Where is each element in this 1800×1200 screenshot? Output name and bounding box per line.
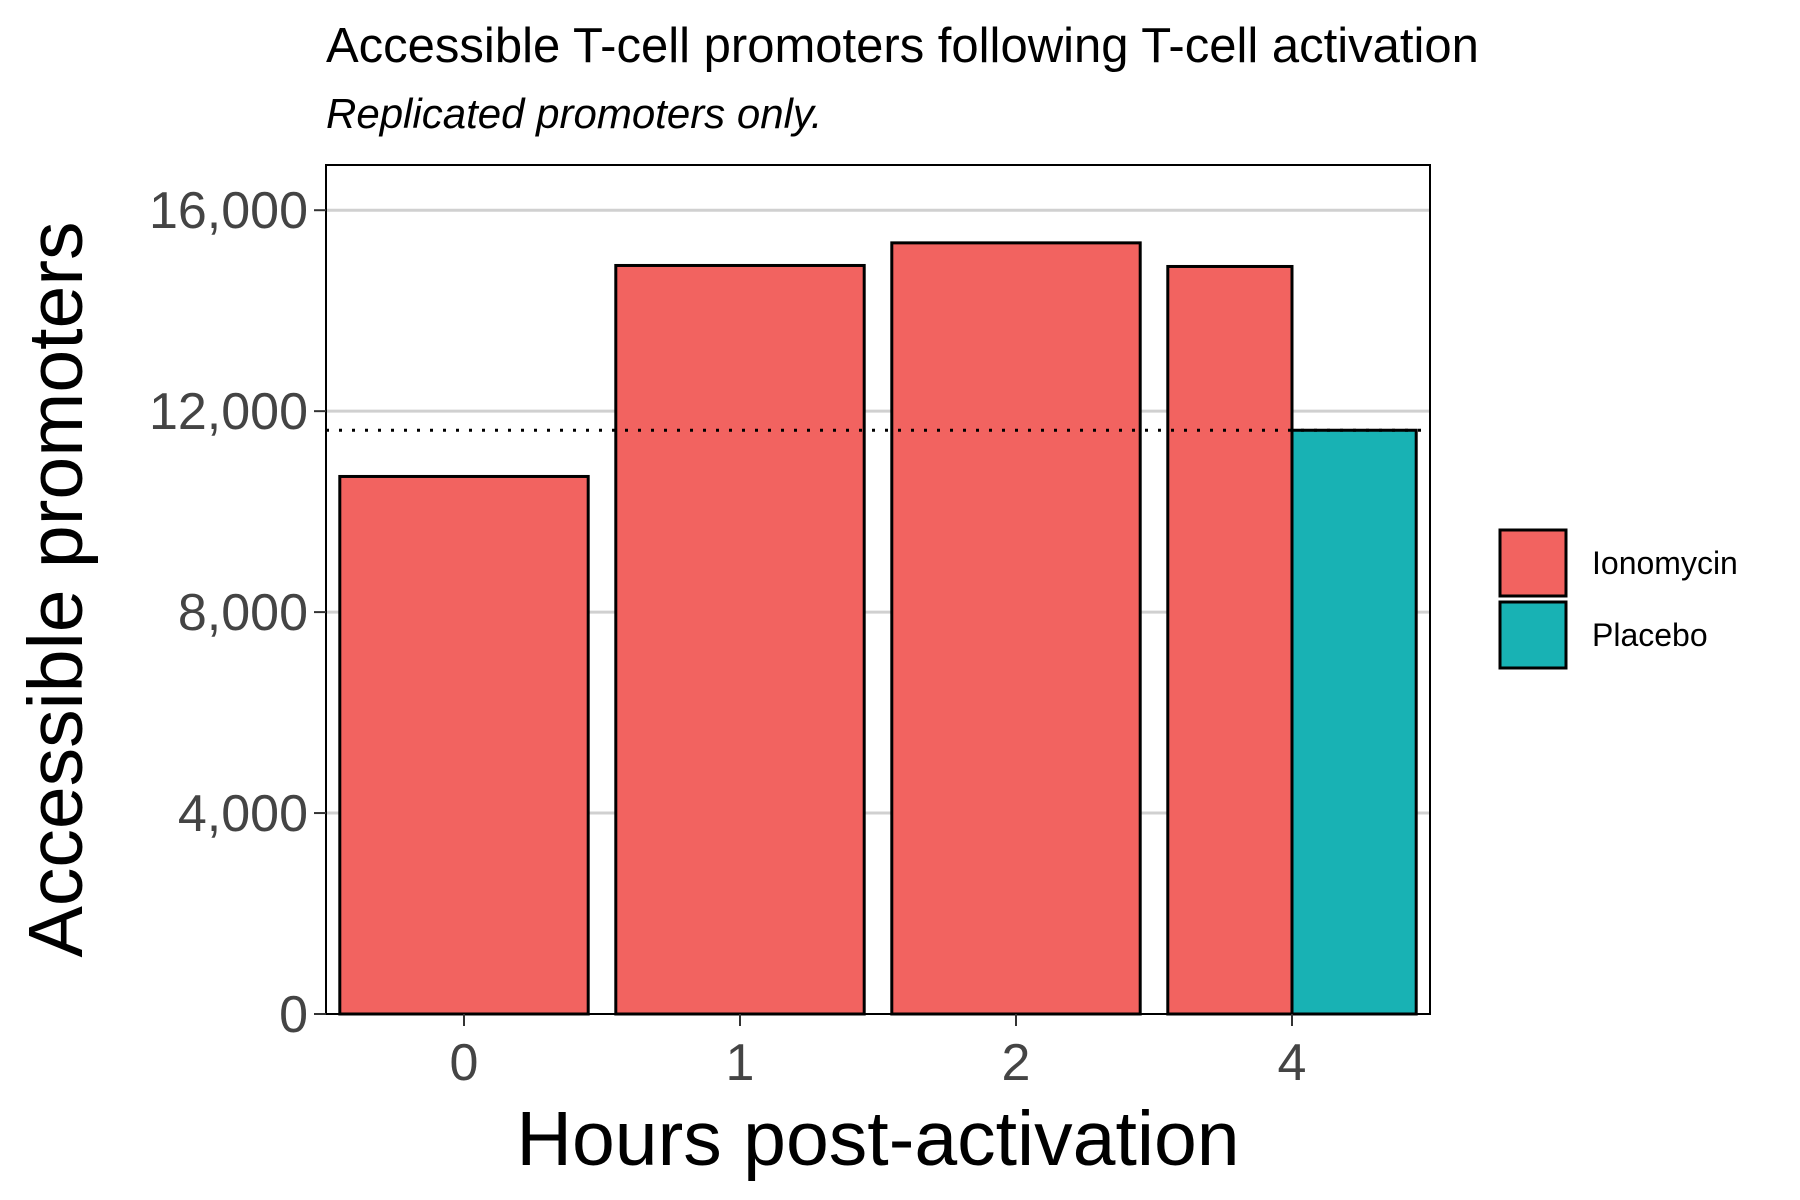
bar (614, 263, 866, 1016)
y-tick-label: 12,000 (149, 383, 308, 441)
y-tick-label: 0 (279, 986, 308, 1044)
y-axis-title: Accessible promoters (13, 221, 99, 957)
x-tick-label: 4 (1278, 1034, 1307, 1092)
bar (1166, 264, 1294, 1016)
legend: Ionomycin Placebo (1498, 528, 1738, 670)
bars (338, 241, 1418, 1016)
legend-swatch (1498, 528, 1568, 598)
x-axis-title: Hours post-activation (516, 1096, 1239, 1182)
x-tick-label: 2 (1002, 1034, 1031, 1092)
chart-subtitle: Replicated promoters only. (326, 90, 822, 137)
plot-border (325, 164, 1431, 1015)
y-tick-label: 16,000 (149, 182, 308, 240)
legend-swatch (1498, 600, 1568, 670)
bar (338, 474, 590, 1016)
bar (890, 241, 1142, 1016)
y-tick-label: 4,000 (178, 785, 308, 843)
y-axis: 0 4,000 8,000 12,000 16,000 (149, 182, 326, 1044)
bar (1290, 428, 1418, 1016)
x-tick-label: 1 (726, 1034, 755, 1092)
chart-title: Accessible T-cell promoters following T-… (326, 19, 1479, 73)
x-axis: 0 1 2 4 (450, 1014, 1307, 1092)
y-tick-label: 8,000 (178, 584, 308, 642)
legend-label: Placebo (1592, 617, 1708, 653)
legend-label: Ionomycin (1592, 545, 1738, 581)
x-tick-label: 0 (450, 1034, 479, 1092)
